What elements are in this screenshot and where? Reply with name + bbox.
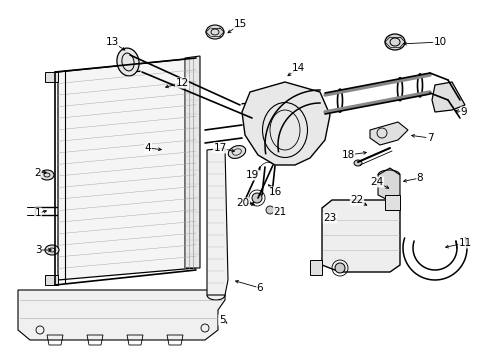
Polygon shape xyxy=(58,58,196,280)
Ellipse shape xyxy=(117,48,139,76)
Polygon shape xyxy=(309,260,321,275)
Text: 21: 21 xyxy=(273,207,286,217)
Polygon shape xyxy=(184,56,200,268)
Text: 20: 20 xyxy=(236,198,249,208)
Text: 6: 6 xyxy=(256,283,263,293)
Polygon shape xyxy=(384,195,399,210)
Text: 8: 8 xyxy=(416,173,423,183)
Text: 1: 1 xyxy=(35,208,41,218)
Circle shape xyxy=(251,193,262,203)
Circle shape xyxy=(265,206,273,214)
Ellipse shape xyxy=(45,245,59,255)
Ellipse shape xyxy=(228,145,245,158)
Text: 10: 10 xyxy=(432,37,446,47)
Ellipse shape xyxy=(205,25,224,39)
Polygon shape xyxy=(45,72,58,82)
Text: 2: 2 xyxy=(35,168,41,178)
Text: 14: 14 xyxy=(291,63,304,73)
Circle shape xyxy=(334,263,345,273)
Text: 9: 9 xyxy=(460,107,467,117)
Polygon shape xyxy=(242,82,329,165)
Ellipse shape xyxy=(353,160,361,166)
Ellipse shape xyxy=(384,34,404,50)
Text: 5: 5 xyxy=(218,315,225,325)
Ellipse shape xyxy=(40,170,54,180)
Text: 12: 12 xyxy=(175,78,188,88)
Text: 18: 18 xyxy=(341,150,354,160)
Text: 22: 22 xyxy=(350,195,363,205)
Text: 3: 3 xyxy=(35,245,41,255)
Polygon shape xyxy=(18,290,224,340)
Polygon shape xyxy=(369,122,407,145)
Text: 11: 11 xyxy=(457,238,470,248)
Text: 7: 7 xyxy=(426,133,432,143)
Text: 24: 24 xyxy=(369,177,383,187)
Text: 15: 15 xyxy=(233,19,246,29)
Polygon shape xyxy=(431,82,464,112)
Polygon shape xyxy=(45,275,58,285)
Text: 17: 17 xyxy=(213,143,226,153)
Text: 13: 13 xyxy=(105,37,119,47)
Polygon shape xyxy=(377,168,399,200)
Text: 4: 4 xyxy=(144,143,151,153)
Text: 19: 19 xyxy=(245,170,258,180)
Polygon shape xyxy=(206,148,227,295)
Polygon shape xyxy=(321,200,399,272)
Text: 16: 16 xyxy=(268,187,281,197)
Text: 23: 23 xyxy=(323,213,336,223)
